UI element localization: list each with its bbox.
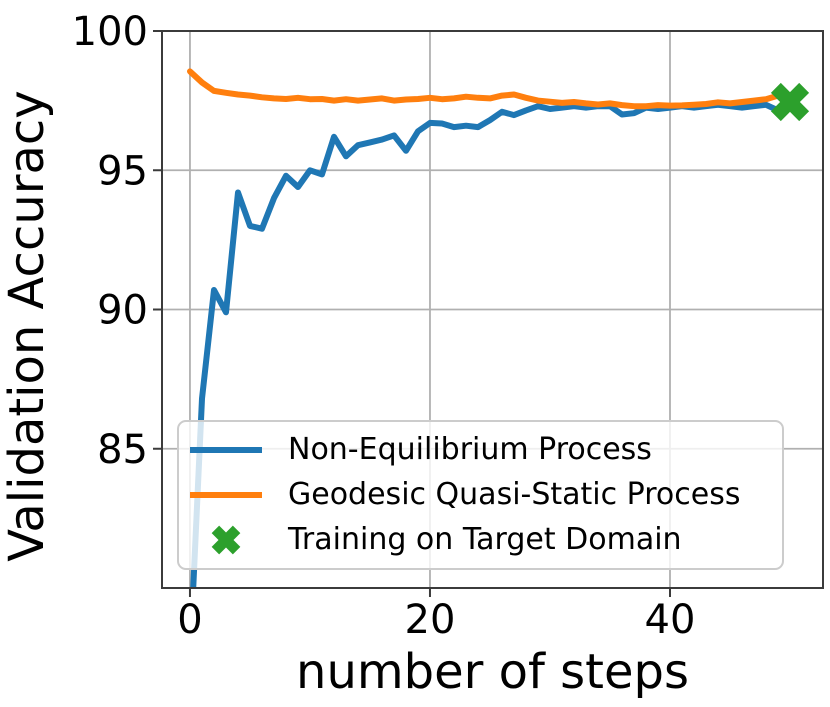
legend-marker-swatch-green: [190, 519, 262, 561]
x-axis-label: number of steps: [296, 644, 689, 700]
y-tick-label: 90: [97, 288, 148, 334]
legend-line-swatch-blue: [190, 429, 262, 471]
y-tick-label: 100: [72, 9, 148, 55]
x-tick-label: 20: [405, 597, 456, 643]
series-line-orange: [187, 68, 793, 110]
legend-label-target-domain: Training on Target Domain: [288, 521, 682, 557]
legend: Non-Equilibrium Process Geodesic Quasi-S…: [177, 420, 784, 570]
legend-item-geodesic: Geodesic Quasi-Static Process: [190, 474, 782, 516]
blue-line-icon: [190, 447, 262, 454]
legend-line-swatch-orange: [190, 474, 262, 516]
y-tick-label: 95: [97, 148, 148, 194]
y-tick-label: 85: [97, 427, 148, 473]
legend-label-geodesic: Geodesic Quasi-Static Process: [288, 476, 741, 512]
axes-layer: [153, 30, 824, 597]
tick-label-layer: 0 20 40 85 90 95 100: [72, 9, 696, 643]
orange-line-icon: [190, 491, 262, 498]
target-domain-x-marker: [770, 82, 810, 122]
legend-label-non-equilibrium: Non-Equilibrium Process: [288, 432, 652, 468]
series-line-blue: [190, 101, 793, 588]
legend-item-target-domain: Training on Target Domain: [190, 519, 782, 561]
x-tick-label: 0: [177, 597, 202, 643]
x-marker-icon: [211, 525, 241, 554]
series-layer: [187, 68, 793, 588]
y-axis-label: Validation Accuracy: [0, 90, 55, 562]
x-marker-glyph: [211, 525, 241, 554]
x-tick-label: 40: [645, 597, 696, 643]
legend-item-non-equilibrium: Non-Equilibrium Process: [190, 429, 782, 471]
